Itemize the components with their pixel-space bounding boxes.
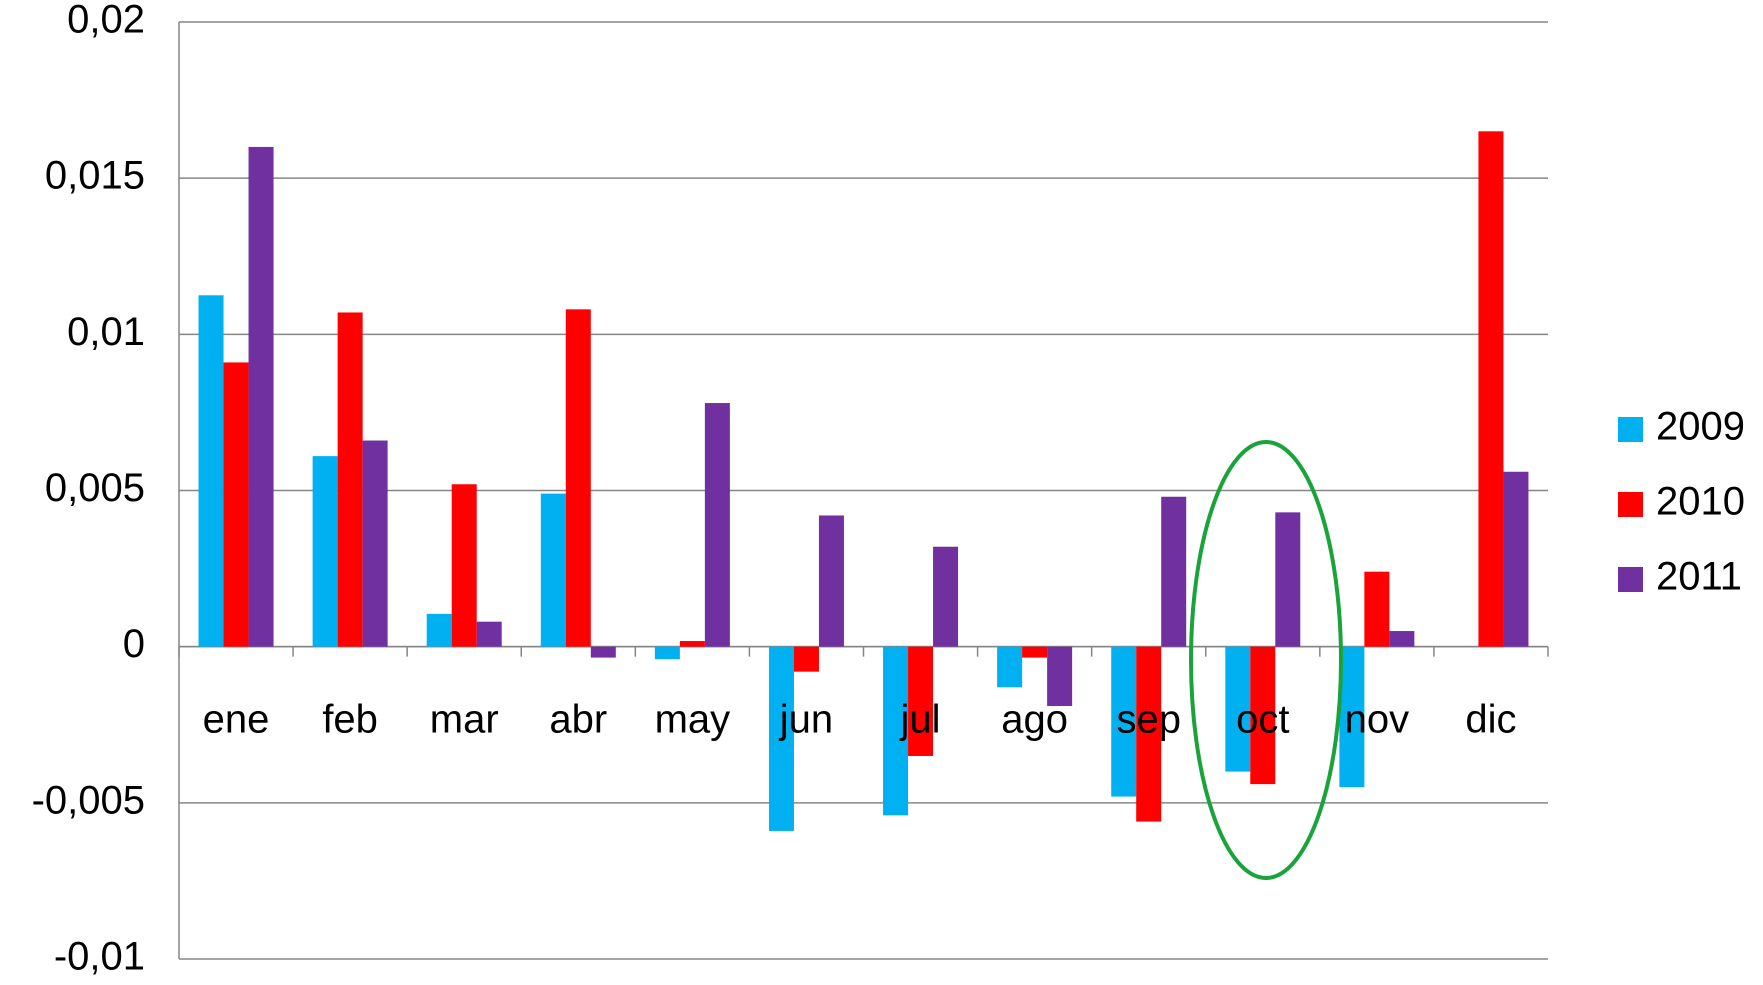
bar xyxy=(248,146,274,647)
x-tick-label: jun xyxy=(779,698,833,742)
legend-swatch xyxy=(1618,492,1643,517)
bar xyxy=(997,646,1023,688)
bar xyxy=(223,362,249,647)
bar xyxy=(1364,571,1390,647)
bar xyxy=(1478,131,1504,647)
x-tick-label: ene xyxy=(203,698,270,742)
y-tick-label: -0,005 xyxy=(32,778,145,822)
bar xyxy=(1022,646,1048,658)
bar xyxy=(768,646,794,831)
bar xyxy=(933,546,959,647)
bar xyxy=(1339,646,1365,788)
bar xyxy=(818,515,844,647)
bar xyxy=(1389,631,1415,647)
y-tick-label: -0,01 xyxy=(54,935,145,979)
bar xyxy=(337,312,363,647)
bar xyxy=(540,493,566,647)
x-tick-label: nov xyxy=(1345,698,1410,742)
bar xyxy=(565,309,591,647)
bar xyxy=(362,440,388,647)
x-tick-label: oct xyxy=(1236,698,1289,742)
x-tick-label: may xyxy=(655,698,731,742)
x-tick-label: feb xyxy=(322,698,378,742)
bar xyxy=(1275,512,1301,647)
x-tick-label: jul xyxy=(900,698,941,742)
legend-swatch xyxy=(1618,567,1643,592)
x-tick-label: abr xyxy=(549,698,607,742)
legend-swatch xyxy=(1618,417,1643,442)
bar xyxy=(1111,646,1137,797)
x-tick-label: mar xyxy=(430,698,499,742)
bar xyxy=(679,641,705,647)
y-tick-label: 0 xyxy=(123,622,145,666)
bar xyxy=(654,646,680,660)
bar xyxy=(590,646,616,658)
bar xyxy=(1250,646,1276,785)
bar xyxy=(1047,646,1073,707)
y-tick-label: 0,02 xyxy=(67,0,145,42)
x-tick-label: dic xyxy=(1465,698,1516,742)
bar xyxy=(793,646,819,672)
bar xyxy=(704,403,730,647)
legend-label: 2010 xyxy=(1656,480,1745,524)
legend-label: 2011 xyxy=(1656,555,1742,599)
bar xyxy=(476,621,502,647)
bar xyxy=(451,484,477,647)
bar xyxy=(908,646,934,756)
y-tick-label: 0,015 xyxy=(45,154,145,198)
bar xyxy=(1161,496,1187,647)
bar xyxy=(198,295,224,647)
bar xyxy=(883,646,909,816)
bar xyxy=(1225,646,1251,772)
legend-label: 2009 xyxy=(1656,405,1745,449)
x-tick-label: sep xyxy=(1116,698,1181,742)
bar xyxy=(1136,646,1162,822)
y-tick-label: 0,005 xyxy=(45,466,145,510)
y-tick-label: 0,01 xyxy=(67,310,145,354)
highlight-ellipse xyxy=(1189,440,1343,880)
bar xyxy=(1503,471,1529,647)
bar xyxy=(312,456,338,647)
bar xyxy=(426,613,452,647)
x-tick-label: ago xyxy=(1001,698,1068,742)
